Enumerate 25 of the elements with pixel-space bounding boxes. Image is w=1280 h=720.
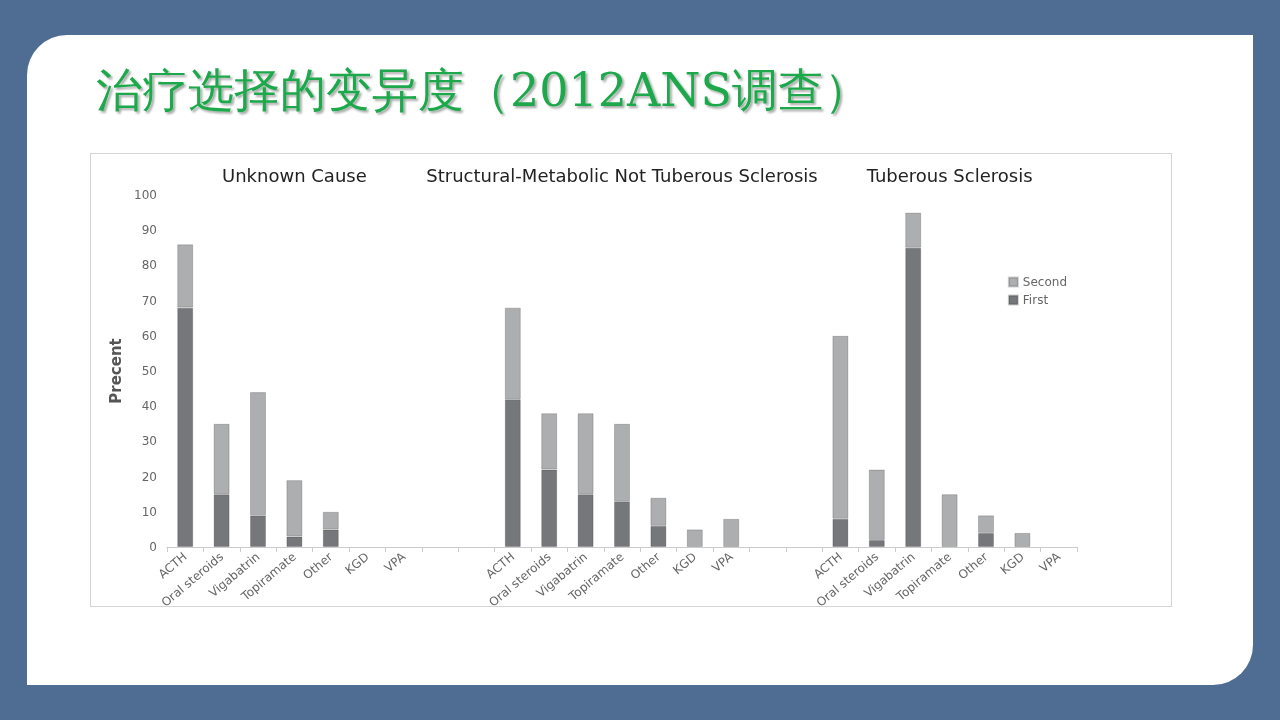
y-tick-label: 100 (134, 188, 157, 202)
y-tick-label: 20 (141, 469, 157, 484)
bar (723, 518, 740, 547)
bar (1014, 532, 1031, 547)
text: Unknown Cause (222, 164, 367, 186)
y-tick-label: 30 (141, 434, 157, 449)
y-tick-label: 90 (141, 223, 157, 238)
x-tick-label: VPA (709, 549, 737, 576)
y-tick-label: 0 (149, 540, 157, 554)
chart-title: 治疗选择的变异度（2012ANS调查） (96, 63, 871, 117)
bar (941, 494, 958, 547)
bar (686, 529, 703, 547)
y-axis-title: Precent (106, 338, 125, 404)
text: Structural-Metabolic Not Tuberous Sclerosis (426, 164, 818, 186)
legend-label: Second (1022, 275, 1068, 289)
y-tick-label: 50 (141, 364, 157, 378)
x-tick-label: VPA (1036, 549, 1064, 576)
text: Tuberous Sclerosis (865, 164, 1033, 186)
y-tick-label: 60 (141, 328, 157, 343)
y-tick-label: 10 (141, 504, 157, 519)
legend-label: First (1022, 293, 1049, 307)
x-tick-label: VPA (381, 549, 409, 576)
y-tick-label: 70 (141, 293, 157, 308)
y-tick-label: 40 (141, 399, 157, 414)
y-tick-label: 80 (141, 258, 157, 273)
